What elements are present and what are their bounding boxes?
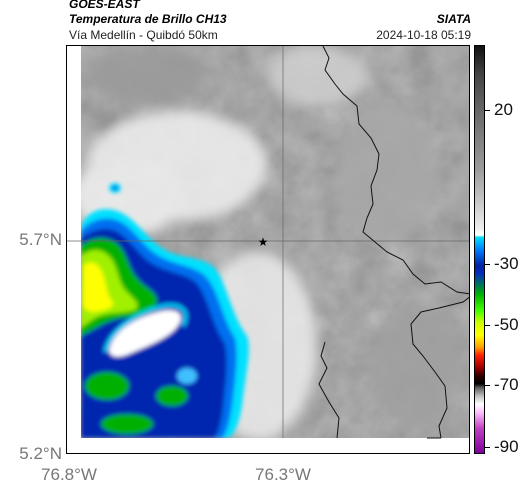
border-line (318, 341, 441, 439)
satellite-map: ★ (66, 45, 470, 454)
no-data-strip (67, 438, 469, 453)
colorbar-tick (485, 110, 490, 111)
colorbar-label: 20 (494, 100, 513, 119)
border-line (322, 46, 469, 295)
organization-label: SIATA (436, 12, 471, 26)
colorbar-label: -30 (494, 254, 519, 273)
lon-label: 76.8°W (41, 465, 97, 484)
colorbar-tick (485, 264, 490, 265)
colorbar-label: -90 (494, 437, 519, 456)
colorbar-label: -50 (494, 315, 519, 334)
no-data-left (67, 46, 81, 453)
map-canvas: ★ (67, 46, 469, 453)
colorbar-tick (485, 447, 490, 448)
lat-label: 5.7°N (19, 230, 62, 249)
convection-cell (81, 183, 249, 438)
lon-label: 76.3°W (255, 465, 311, 484)
colorbar-label: -70 (494, 375, 519, 394)
star-icon: ★ (258, 235, 269, 249)
region-subtitle: Vía Medellín - Quibdó 50km (69, 28, 218, 42)
colorbar (474, 45, 485, 454)
satellite-title: GOES-EAST (69, 0, 140, 11)
colorbar-tick (485, 385, 490, 386)
product-title: Temperatura de Brillo CH13 (69, 12, 227, 26)
lat-label: 5.2°N (19, 444, 62, 463)
colorbar-tick (485, 325, 490, 326)
cloud-field (72, 46, 469, 441)
timestamp-label: 2024-10-18 05:19 (376, 28, 471, 42)
border-line (410, 296, 469, 439)
